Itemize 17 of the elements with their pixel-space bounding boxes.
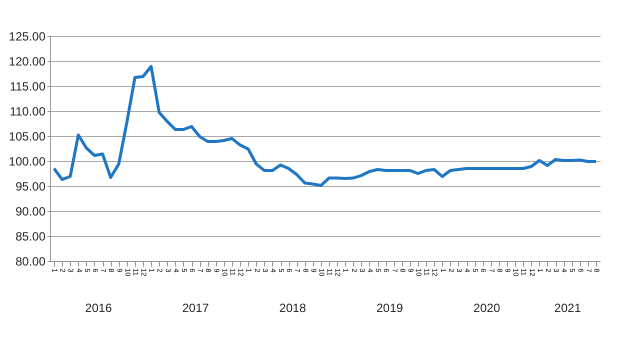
y-tick-label: 80.00 <box>15 254 46 268</box>
line-series <box>52 65 598 187</box>
y-tick-label: 95.00 <box>15 180 46 194</box>
text: 2016 <box>85 301 112 315</box>
y-tick-label: 90.00 <box>15 204 46 218</box>
y-tick-label: 110.00 <box>10 104 46 118</box>
y-tick-label: 85.00 <box>15 230 46 244</box>
text: 2021 <box>554 301 582 315</box>
y-tick-label: 115.00 <box>10 80 46 94</box>
y-tick-label: 105.00 <box>8 130 46 144</box>
y-tick-label: 100.00 <box>8 154 46 168</box>
y-tick-label: 125.00 <box>8 30 46 44</box>
text: 2019 <box>376 301 404 315</box>
y-tick-label: 120.00 <box>8 54 46 68</box>
text: 2018 <box>279 301 306 315</box>
text: 2017 <box>182 301 210 315</box>
text: 2020 <box>473 301 500 315</box>
